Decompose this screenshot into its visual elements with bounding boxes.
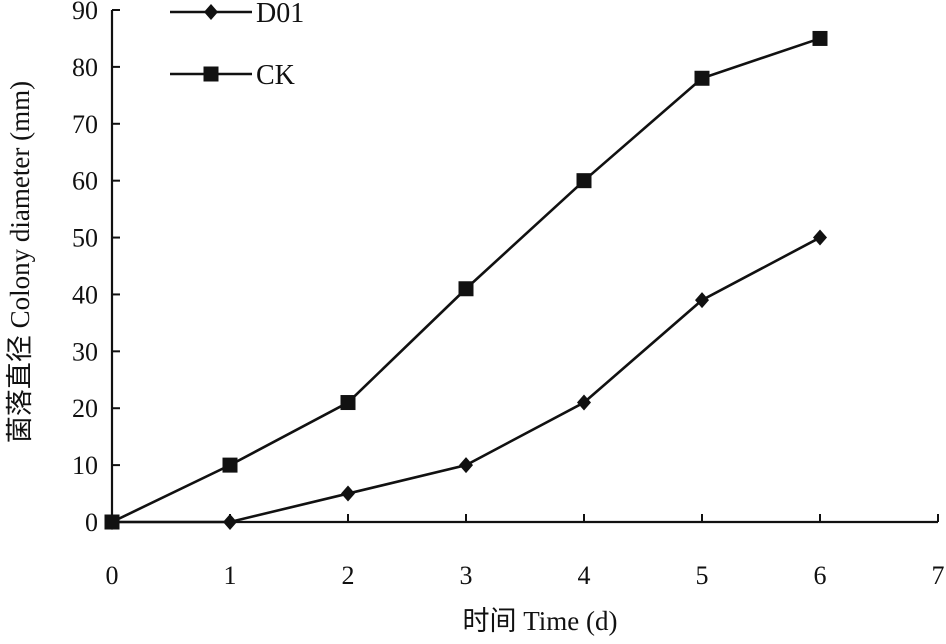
square-marker	[203, 66, 219, 82]
data-point-d01	[577, 394, 591, 411]
x-tick-label: 1	[224, 561, 237, 590]
y-tick-label: 40	[72, 280, 98, 309]
y-tick-label: 50	[72, 224, 98, 253]
tick-labels: 0 10 20 30 40 50 60 70 80 90 0 1 2 3 4 5 6 7	[72, 0, 945, 590]
series-lines	[104, 30, 828, 530]
diamond-marker	[204, 4, 218, 20]
legend: D01 CK	[170, 0, 304, 91]
y-tick-label: 30	[72, 337, 98, 366]
y-tick-label: 60	[72, 167, 98, 196]
legend-entry-ck: CK	[170, 60, 295, 91]
y-tick-label: 0	[85, 508, 98, 537]
x-tick-label: 5	[696, 561, 709, 590]
data-point-ck	[104, 514, 120, 530]
series-line	[112, 236, 821, 524]
y-tick-label: 20	[72, 394, 98, 423]
y-tick-label: 70	[72, 110, 98, 139]
x-tick-label: 3	[460, 561, 473, 590]
data-point-d01	[223, 514, 237, 530]
data-point-ck	[222, 457, 238, 473]
y-tick-label: 80	[72, 53, 98, 82]
y-tick-label: 90	[72, 0, 98, 25]
x-tick-label: 7	[932, 561, 945, 590]
x-axis-title: 时间 Time (d)	[462, 606, 617, 636]
axes	[110, 9, 939, 524]
data-point-d01	[813, 229, 827, 246]
x-tick-label: 6	[814, 561, 827, 590]
data-point-ck	[812, 30, 828, 46]
data-point-ck	[694, 70, 710, 86]
data-point-ck	[340, 395, 356, 411]
legend-label: D01	[256, 0, 304, 29]
y-tick-label: 10	[72, 451, 98, 480]
series-line	[111, 37, 821, 524]
x-tick-label: 2	[342, 561, 355, 590]
data-point-d01	[695, 292, 709, 309]
x-tick-label: 4	[578, 561, 591, 590]
legend-entry-d01: D01	[170, 0, 304, 29]
data-point-ck	[576, 173, 592, 189]
data-point-d01	[341, 485, 355, 502]
series-ck	[104, 30, 828, 530]
x-tick-label: 0	[106, 561, 119, 590]
y-axis-title: 菌落直径 Colony diameter (mm)	[5, 81, 35, 443]
legend-label: CK	[256, 60, 295, 91]
data-point-d01	[459, 457, 473, 474]
data-point-ck	[458, 281, 474, 297]
series-d01	[105, 229, 827, 530]
